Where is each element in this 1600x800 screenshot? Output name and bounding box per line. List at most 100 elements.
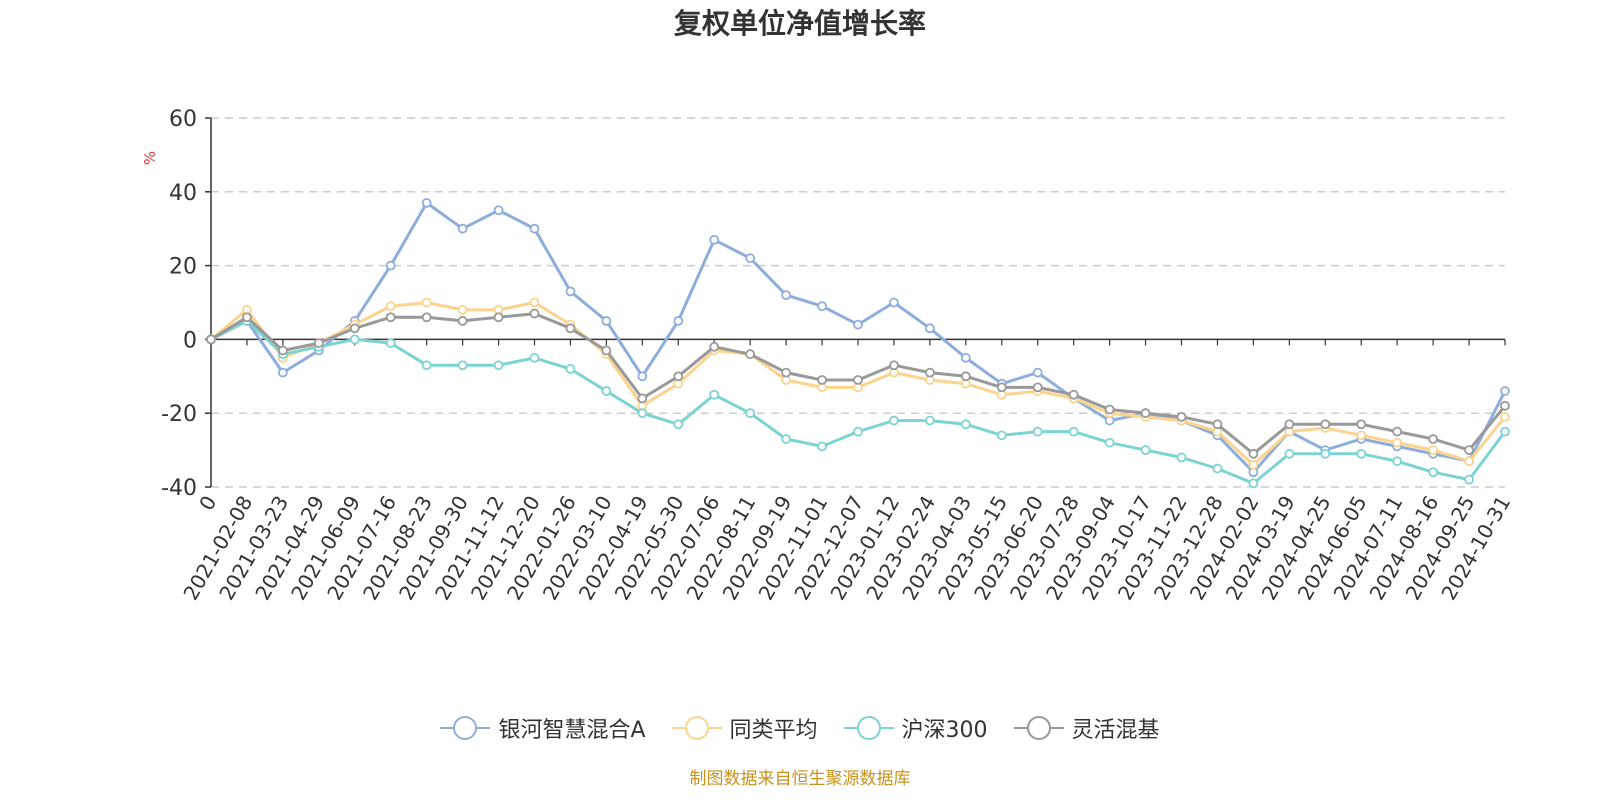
data-point-series-3: [1356, 448, 1367, 459]
data-point-series-4: [1068, 389, 1079, 400]
data-point-series-3: [565, 364, 576, 374]
data-point-series-2: [1500, 411, 1510, 422]
data-point-series-3: [924, 415, 935, 426]
data-point-series-1: [1500, 386, 1510, 396]
data-point-series-3: [1500, 426, 1510, 437]
data-point-series-4: [853, 375, 863, 385]
data-source-note: 制图数据来自恒生聚源数据库: [689, 769, 911, 789]
data-point-series-4: [924, 367, 935, 378]
data-point-series-3: [457, 360, 468, 371]
data-point-series-3: [385, 338, 396, 348]
data-point-series-4: [745, 349, 756, 360]
data-point-series-3: [1392, 456, 1403, 467]
data-point-series-3: [601, 386, 612, 396]
data-point-series-4: [1464, 445, 1474, 456]
data-point-series-4: [1284, 419, 1295, 430]
data-point-series-3: [1176, 452, 1187, 463]
data-point-series-3: [817, 441, 827, 452]
data-point-series-4: [673, 371, 684, 382]
data-point-series-4: [1356, 419, 1367, 430]
data-point-series-4: [996, 382, 1007, 393]
data-point-series-4: [385, 312, 396, 323]
y-axis-label: %: [141, 151, 159, 165]
legend-label: 同类平均: [729, 718, 818, 743]
data-point-series-2: [1392, 437, 1403, 448]
legend-item-series-3[interactable]: 沪深300: [843, 712, 988, 744]
data-point-series-3: [1248, 478, 1259, 489]
y-tick-label: 40: [169, 181, 197, 206]
data-point-series-4: [206, 334, 216, 345]
data-point-series-4: [1320, 419, 1331, 430]
data-point-series-4: [817, 375, 827, 385]
data-point-series-3: [1284, 448, 1295, 459]
data-point-series-4: [242, 312, 252, 323]
legend-item-series-1[interactable]: 银河智慧混合A: [440, 712, 646, 744]
data-point-series-2: [457, 304, 468, 315]
data-point-series-2: [1464, 456, 1474, 467]
data-point-series-3: [1212, 463, 1223, 474]
data-point-series-3: [1140, 445, 1151, 456]
legend-marker-icon: [1013, 716, 1064, 740]
data-point-series-3: [853, 426, 863, 437]
data-point-series-3: [1464, 474, 1474, 485]
legend-item-series-2[interactable]: 同类平均: [671, 712, 818, 744]
y-tick-label: -20: [161, 402, 197, 427]
data-point-series-1: [529, 223, 540, 234]
legend-marker-icon: [440, 716, 491, 740]
data-point-series-4: [1032, 382, 1043, 393]
data-point-series-4: [349, 323, 360, 334]
data-point-series-4: [1104, 404, 1115, 415]
data-point-series-3: [1320, 448, 1331, 459]
data-point-series-1: [924, 323, 935, 334]
data-point-series-1: [781, 290, 792, 301]
data-point-series-3: [421, 360, 432, 371]
data-point-series-1: [457, 223, 468, 234]
data-point-series-3: [709, 389, 720, 400]
data-point-series-3: [529, 352, 540, 363]
data-point-series-3: [673, 419, 684, 430]
legend-marker-icon: [671, 716, 722, 740]
data-point-series-4: [1428, 434, 1439, 444]
data-point-series-4: [493, 312, 504, 323]
legend-marker-icon: [843, 716, 894, 740]
data-point-series-3: [1068, 426, 1079, 437]
x-tick-label: 0: [194, 492, 221, 515]
data-point-series-3: [960, 419, 971, 430]
data-point-series-4: [889, 360, 899, 371]
y-tick-label: 20: [169, 255, 197, 280]
data-point-series-4: [1500, 400, 1510, 411]
data-point-series-4: [960, 371, 971, 382]
data-point-series-1: [385, 260, 396, 271]
data-point-series-4: [781, 367, 792, 378]
data-point-series-3: [349, 334, 360, 345]
data-point-series-1: [277, 367, 288, 378]
data-point-series-4: [1176, 411, 1187, 422]
data-point-series-1: [421, 197, 432, 208]
legend-item-series-4[interactable]: 灵活混基: [1013, 712, 1160, 744]
legend-label: 沪深300: [901, 718, 988, 743]
data-point-series-1: [745, 253, 756, 264]
y-tick-label: 0: [183, 328, 197, 353]
data-point-series-4: [529, 308, 540, 319]
data-point-series-3: [1104, 437, 1115, 448]
chart-title: 复权单位净值增长率: [673, 7, 926, 40]
data-point-series-2: [1428, 445, 1439, 456]
data-point-series-1: [673, 316, 684, 326]
data-point-series-4: [565, 323, 576, 334]
data-point-series-4: [637, 393, 648, 404]
data-point-series-1: [889, 297, 899, 308]
data-point-series-1: [960, 352, 971, 363]
data-point-series-2: [1248, 459, 1259, 470]
data-point-series-3: [493, 360, 504, 371]
data-point-series-4: [709, 341, 720, 352]
data-point-series-2: [385, 301, 396, 312]
data-point-series-3: [1428, 467, 1439, 478]
data-point-series-2: [1356, 430, 1367, 441]
data-point-series-3: [996, 430, 1007, 441]
data-point-series-3: [781, 434, 792, 444]
y-tick-label: 60: [169, 107, 197, 132]
data-point-series-4: [421, 312, 432, 323]
chart-legend: 银河智慧混合A 同类平均 沪深300 灵活混基: [0, 712, 1600, 744]
legend-label: 银河智慧混合A: [498, 718, 646, 743]
data-point-series-3: [1032, 426, 1043, 437]
